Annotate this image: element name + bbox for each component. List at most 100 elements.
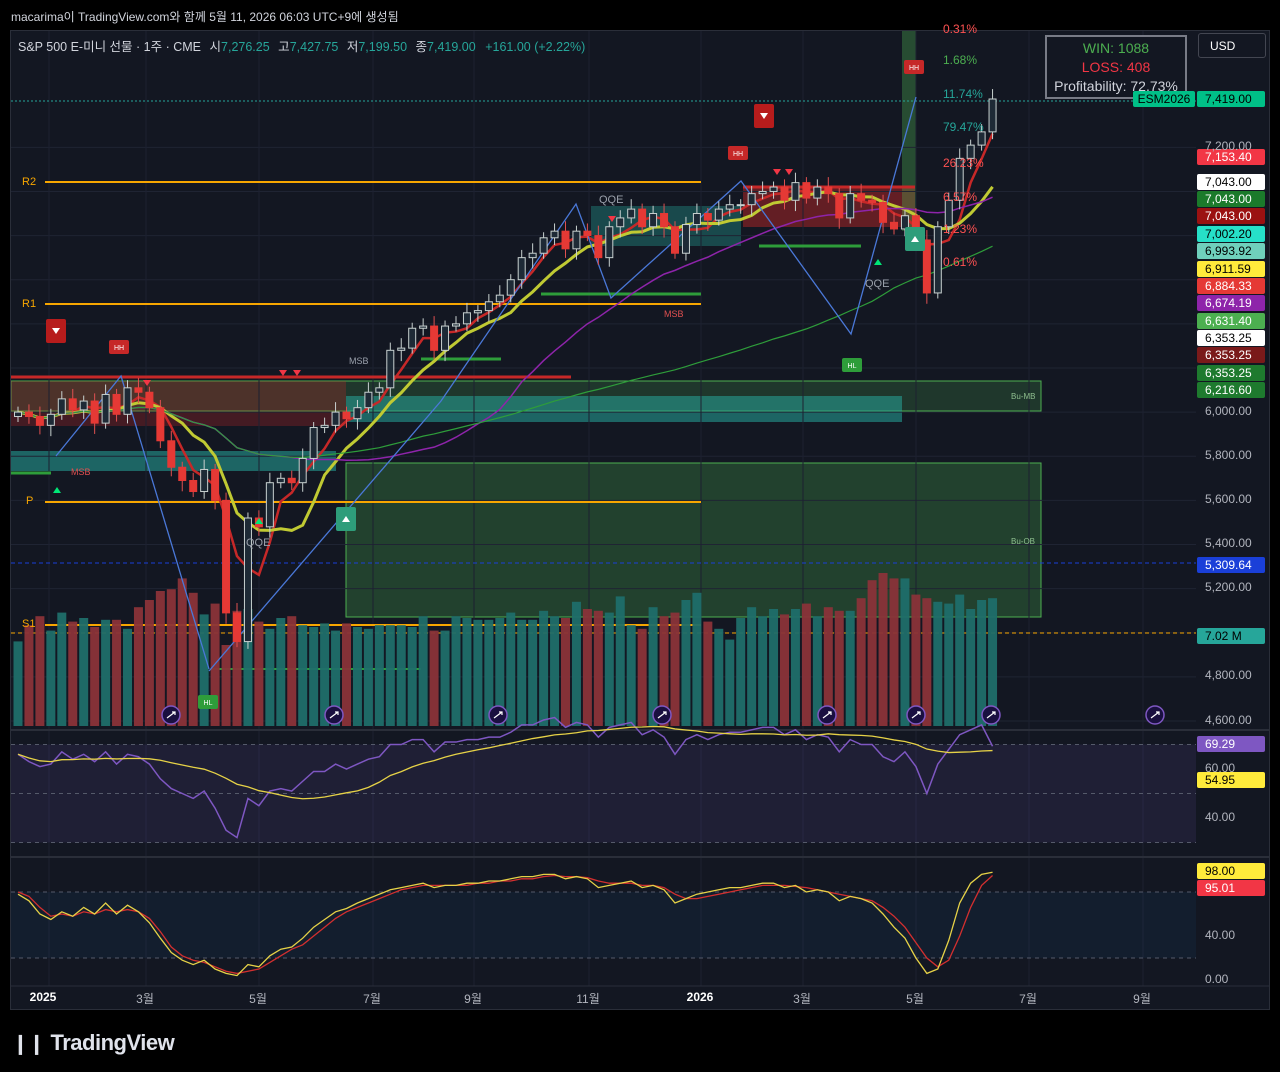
tradingview-logo[interactable]: ❙❙ TradingView <box>12 1030 175 1056</box>
volume-bar <box>922 598 932 726</box>
volume-bar <box>331 630 341 726</box>
qqe-label: QQE <box>865 278 889 290</box>
candle-body <box>890 221 898 230</box>
volume-bar <box>287 616 297 726</box>
event-arrow-icon <box>822 711 832 719</box>
time-tick: 9월 <box>464 992 482 1006</box>
rsi-ma-label: 54.95 <box>1197 772 1265 788</box>
sell-arrow-icon <box>52 328 60 334</box>
candle-body <box>758 190 767 195</box>
volume-bar <box>309 627 319 726</box>
price-tick: 5,200.00 <box>1205 580 1252 594</box>
candle-body <box>846 193 855 219</box>
event-arrow-icon <box>493 711 503 719</box>
volume-bar <box>637 628 647 726</box>
candle-body <box>495 294 504 303</box>
buy-arrow-icon <box>342 516 350 522</box>
candle-body <box>375 387 384 393</box>
volume-bar <box>736 618 746 726</box>
price-label: 7,043.00 <box>1197 191 1265 207</box>
candle-body <box>320 424 329 429</box>
candle-body <box>189 479 198 493</box>
candle-body <box>802 182 811 199</box>
volume-bar <box>659 616 669 726</box>
candle-body <box>572 230 581 250</box>
volume-bar <box>801 603 811 726</box>
candle-body <box>134 387 143 393</box>
candle-body <box>90 400 99 424</box>
price-label: 7,419.00 <box>1197 91 1265 107</box>
snapshot-text: macarima이 TradingView.com와 함께 5월 11, 202… <box>11 10 399 24</box>
candle-body <box>14 411 22 418</box>
candle-body <box>780 186 789 201</box>
volume-bar <box>561 618 570 726</box>
volume-bar <box>188 592 198 726</box>
candle-body <box>824 186 833 195</box>
volume-bar <box>79 618 89 726</box>
volume-bar <box>24 625 34 726</box>
volume-bar <box>615 596 625 726</box>
volume-bar <box>363 628 373 726</box>
time-tick: 3월 <box>793 992 811 1006</box>
volume-bar <box>747 607 757 726</box>
price-label: 6,631.40 <box>1197 313 1265 329</box>
candle-body <box>944 199 953 228</box>
volume-bar <box>582 609 592 726</box>
price-tick: 4,800.00 <box>1205 668 1252 682</box>
open-value: 7,276.25 <box>221 40 270 54</box>
volume-bar <box>769 609 779 726</box>
price-label: 6,353.25 <box>1197 330 1265 346</box>
volume-bar <box>955 594 965 726</box>
volume-bar <box>834 610 844 726</box>
chart-frame[interactable]: HH HH HH HL HL QQE QQE QQE MSB MSB MSB Bu-MB Bu-OB <box>10 30 1270 1010</box>
price-tick: 5,600.00 <box>1205 492 1252 506</box>
candle-body <box>703 213 712 221</box>
candle-body <box>462 312 471 325</box>
event-arrow-icon <box>986 711 996 719</box>
msb-label: MSB <box>664 309 684 319</box>
volume-bar <box>320 623 330 726</box>
msb-label: MSB <box>349 356 369 366</box>
candle-body <box>101 393 110 424</box>
close-label: 종 <box>415 40 428 54</box>
fib-percent: 79.47% <box>943 120 984 134</box>
price-label: 7.02 M <box>1197 628 1265 644</box>
tradingview-mark-icon: ❙❙ <box>12 1033 45 1055</box>
time-tick: 11월 <box>576 992 600 1006</box>
candle-body <box>879 201 888 223</box>
volume-bar <box>199 614 209 726</box>
time-tick: 9월 <box>1133 992 1151 1006</box>
time-tick: 2025 <box>29 990 57 1004</box>
time-tick: 5월 <box>906 992 924 1006</box>
candle-body <box>57 398 66 415</box>
candle-body <box>243 517 252 643</box>
volume-bar <box>221 645 231 726</box>
chart-canvas[interactable]: HH HH HH HL HL QQE QQE QQE MSB MSB MSB Bu-MB Bu-OB <box>11 31 1269 1009</box>
hl-marker <box>842 358 862 372</box>
price-label: 7,043.00 <box>1197 208 1265 224</box>
candle-body <box>813 186 822 199</box>
volume-bar <box>889 578 899 726</box>
price-tick: 5,800.00 <box>1205 448 1252 462</box>
candle-body <box>583 230 592 237</box>
candle-body <box>605 226 614 259</box>
stoch-pane <box>11 856 1269 987</box>
price-label: 6,216.60 <box>1197 382 1265 398</box>
sell-arrow-icon <box>760 113 768 119</box>
candle-body <box>408 327 417 349</box>
volume-bar <box>780 614 789 726</box>
level-r1: R1 <box>22 298 37 310</box>
candle-body <box>594 235 603 259</box>
volume-bar <box>374 625 384 726</box>
down-triangle-icon <box>773 169 781 175</box>
currency-button[interactable]: USD <box>1198 33 1266 58</box>
price-tick: 5,400.00 <box>1205 536 1252 550</box>
buy-arrow-icon <box>911 236 919 242</box>
price-label: 6,353.25 <box>1197 365 1265 381</box>
volume-bar <box>528 619 538 726</box>
high-label: 고 <box>278 40 290 54</box>
signal-markers: HH HH HH HL HL QQE QQE QQE MSB MSB MSB Bu-MB Bu-OB <box>46 60 1165 725</box>
volume-bar <box>90 627 100 726</box>
price-label: 7,043.00 <box>1197 174 1265 190</box>
volume-bar <box>35 616 45 726</box>
